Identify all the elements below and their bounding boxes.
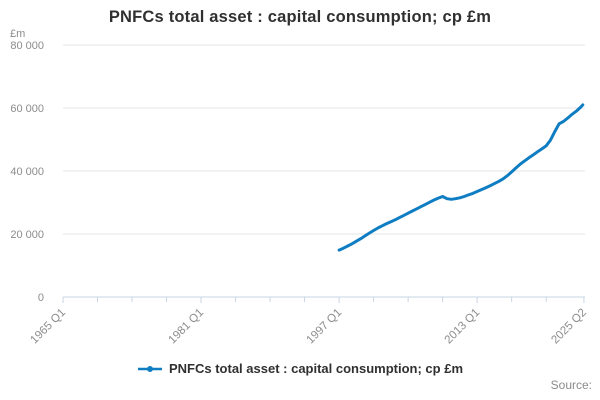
x-tick-label: 2025 Q2 [549, 307, 589, 347]
legend-label: PNFCs total asset : capital consumption;… [169, 361, 463, 376]
legend-item[interactable]: PNFCs total asset : capital consumption;… [0, 361, 600, 376]
y-tick-label: 60 000 [10, 103, 44, 115]
x-tick-label: 1981 Q1 [166, 307, 206, 347]
y-tick-label: 40 000 [10, 166, 44, 178]
chart-title: PNFCs total asset : capital consumption;… [108, 8, 492, 26]
y-tick-label: 0 [38, 292, 44, 304]
y-axis-unit-label: £m [10, 28, 25, 40]
source-label: Source: [550, 378, 592, 392]
x-tick-label: 1965 Q1 [28, 307, 68, 347]
plot-area: 0 20 000 40 000 60 000 80 000£m 1965 Q1 1981 Q… [10, 28, 589, 347]
y-tick-label: 20 000 [10, 229, 44, 241]
x-tick-label: 2013 Q1 [443, 307, 483, 347]
y-tick-label: 80 000 [10, 40, 44, 52]
legend-line-marker-icon [138, 365, 162, 372]
x-tick-label: 1997 Q1 [305, 307, 345, 347]
series-line[interactable] [337, 103, 585, 252]
